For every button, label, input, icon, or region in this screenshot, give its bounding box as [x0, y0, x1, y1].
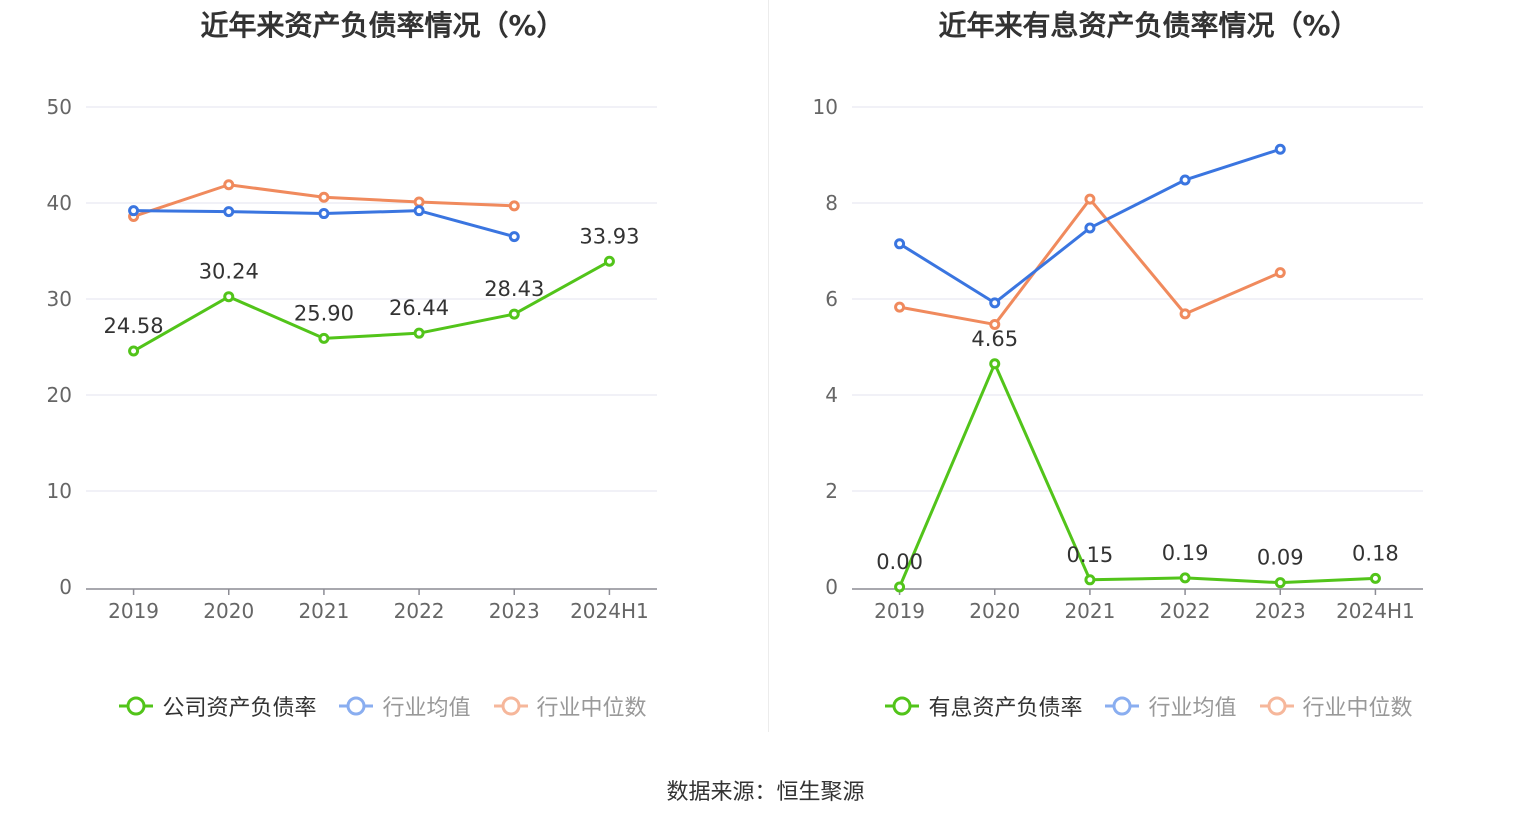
- legend-item[interactable]: 行业均值: [338, 690, 471, 722]
- x-tick-label: 2022: [1160, 599, 1211, 623]
- y-tick-label: 10: [47, 479, 72, 503]
- x-tick-label: 2019: [874, 599, 925, 623]
- panel-divider: [768, 0, 769, 732]
- data-label: 0.19: [1162, 541, 1209, 565]
- data-point[interactable]: [413, 196, 425, 208]
- data-point[interactable]: [1179, 174, 1191, 186]
- data-point[interactable]: [223, 291, 235, 303]
- legend-item[interactable]: 行业均值: [1104, 690, 1237, 722]
- legend-label: 行业均值: [1148, 696, 1237, 721]
- data-label: 0.18: [1352, 541, 1399, 565]
- chart-legend[interactable]: 公司资产负债率 行业均值 行业中位数: [0, 688, 765, 724]
- x-tick-label: 2024H1: [1336, 599, 1415, 623]
- data-point[interactable]: [894, 581, 906, 593]
- data-point[interactable]: [1274, 577, 1286, 589]
- series-line: [132, 259, 611, 353]
- x-tick-label: 2023: [489, 599, 540, 623]
- data-label: 28.43: [484, 277, 544, 301]
- interest-debt-ratio-chart: 0 2 4 6 8 10 2019 2020 2021 2022 2023 2024H1 0.00 4.6…: [813, 95, 1423, 623]
- y-tick-label: 6: [825, 287, 838, 311]
- legend-label: 行业中位数: [1302, 696, 1413, 721]
- data-point[interactable]: [128, 345, 140, 357]
- legend-item[interactable]: 行业中位数: [493, 690, 647, 722]
- y-tick-label: 0: [825, 575, 838, 599]
- series-line: [898, 362, 1376, 588]
- data-point[interactable]: [1084, 222, 1096, 234]
- data-label: 30.24: [199, 260, 259, 284]
- data-point[interactable]: [1179, 572, 1191, 584]
- right-chart-panel: 近年来有息资产负债率情况（%） 0 2 4 6 8 10 2019 2020 2021 2022 2…: [766, 0, 1531, 740]
- legend-marker-icon: [885, 696, 920, 716]
- x-tick-label: 2021: [1064, 599, 1115, 623]
- y-tick-label: 4: [825, 383, 838, 407]
- data-label: 4.65: [971, 327, 1018, 351]
- data-point[interactable]: [508, 231, 520, 243]
- data-label: 25.90: [294, 301, 354, 325]
- data-point[interactable]: [413, 205, 425, 217]
- data-point[interactable]: [508, 200, 520, 212]
- data-point[interactable]: [989, 358, 1001, 370]
- legend-marker-icon: [493, 696, 528, 716]
- y-tick-label: 10: [813, 95, 838, 119]
- y-tick-label: 30: [47, 287, 72, 311]
- legend-item[interactable]: 有息资产负债率: [884, 690, 1082, 722]
- data-label: 0.09: [1257, 546, 1304, 570]
- x-tick-label: 2021: [298, 599, 349, 623]
- chart-legend[interactable]: 有息资产负债率 行业均值 行业中位数: [766, 688, 1531, 724]
- legend-item[interactable]: 公司资产负债率: [118, 690, 316, 722]
- data-point[interactable]: [1084, 193, 1096, 205]
- x-tick-label: 2023: [1255, 599, 1306, 623]
- legend-label: 行业中位数: [536, 696, 647, 721]
- legend-marker-icon: [339, 696, 374, 716]
- y-tick-label: 0: [59, 575, 72, 599]
- y-tick-label: 20: [47, 383, 72, 407]
- data-point[interactable]: [1274, 143, 1286, 155]
- data-point[interactable]: [128, 205, 140, 217]
- data-point[interactable]: [1274, 267, 1286, 279]
- data-point[interactable]: [223, 206, 235, 218]
- series-line: [899, 197, 1281, 326]
- legend-label: 公司资产负债率: [162, 696, 317, 721]
- y-tick-label: 2: [825, 479, 838, 503]
- data-point[interactable]: [1179, 308, 1191, 320]
- left-chart-panel: 近年来资产负债率情况（%） 0 10 20 30 40 50 2019 2020 2021 202…: [0, 0, 765, 740]
- data-point[interactable]: [508, 308, 520, 320]
- data-label: 33.93: [579, 224, 639, 248]
- y-tick-label: 50: [47, 95, 72, 119]
- data-point[interactable]: [1084, 574, 1096, 586]
- y-tick-label: 8: [825, 191, 838, 215]
- legend-marker-icon: [119, 696, 154, 716]
- legend-label: 有息资产负债率: [928, 696, 1083, 721]
- data-label: 0.00: [876, 550, 923, 574]
- data-point[interactable]: [318, 332, 330, 344]
- chart-title: 近年来资产负债率情况（%）: [200, 9, 565, 42]
- data-point[interactable]: [1369, 572, 1381, 584]
- x-tick-label: 2020: [203, 599, 254, 623]
- data-point[interactable]: [318, 208, 330, 220]
- data-point[interactable]: [894, 301, 906, 313]
- data-point[interactable]: [989, 297, 1001, 309]
- legend-item[interactable]: 行业中位数: [1259, 690, 1413, 722]
- data-point[interactable]: [989, 318, 1001, 330]
- legend-label: 行业均值: [382, 696, 471, 721]
- debt-ratio-chart: 0 10 20 30 40 50 2019 2020 2021 2022 2023 2024H1 24.…: [47, 95, 657, 623]
- legend-marker-icon: [1259, 696, 1294, 716]
- chart-title: 近年来有息资产负债率情况（%）: [938, 9, 1359, 42]
- y-tick-label: 40: [47, 191, 72, 215]
- legend-marker-icon: [1105, 696, 1140, 716]
- data-source: 数据来源：恒生聚源: [666, 780, 865, 805]
- data-point[interactable]: [894, 238, 906, 250]
- data-point[interactable]: [318, 191, 330, 203]
- x-tick-label: 2019: [108, 599, 159, 623]
- data-point[interactable]: [603, 255, 615, 267]
- x-tick-label: 2022: [394, 599, 445, 623]
- x-tick-label: 2024H1: [570, 599, 649, 623]
- data-label: 0.15: [1067, 543, 1114, 567]
- data-label: 24.58: [104, 314, 164, 338]
- x-tick-label: 2020: [969, 599, 1020, 623]
- data-point[interactable]: [413, 327, 425, 339]
- data-label: 26.44: [389, 296, 449, 320]
- data-point[interactable]: [223, 179, 235, 191]
